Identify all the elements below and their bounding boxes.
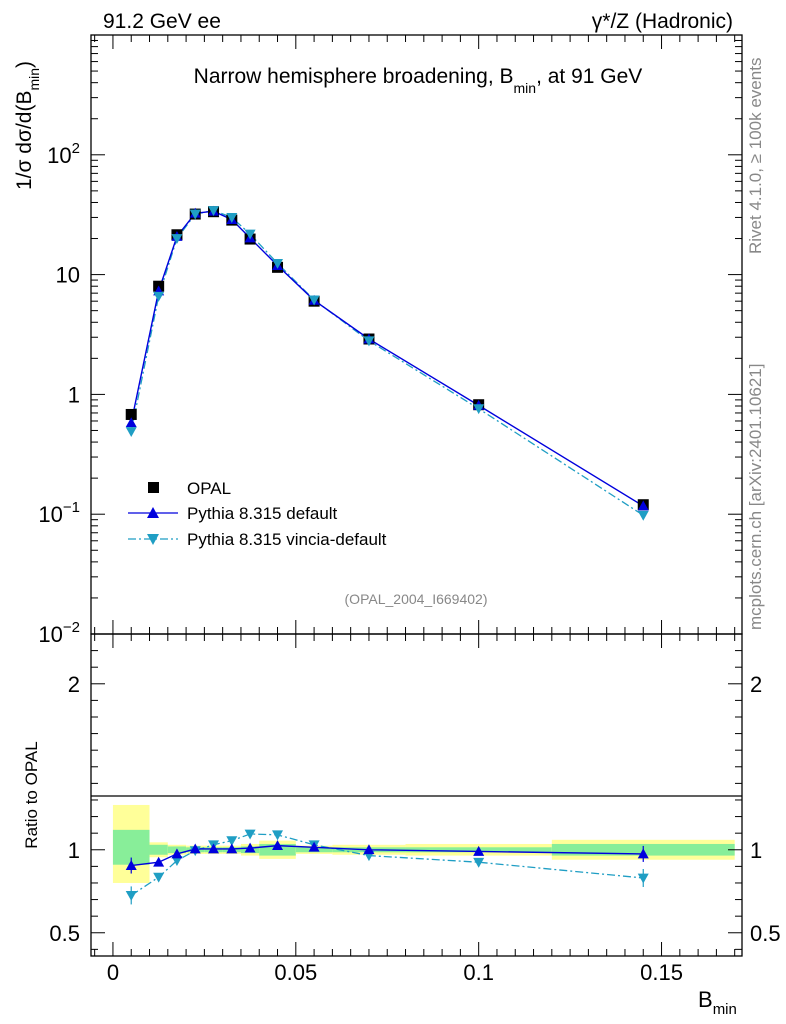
data-point-vincia: [244, 229, 256, 240]
x-tick-label: 0.15: [640, 960, 683, 985]
x-axis-label: Bmin: [698, 987, 737, 1018]
legend-marker-opal: [148, 482, 159, 493]
data-point-vincia: [363, 336, 375, 347]
legend: OPAL Pythia 8.315 default Pythia 8.315 v…: [128, 479, 387, 549]
ratio-series-layer: [125, 829, 649, 905]
legend-label-opal: OPAL: [187, 479, 231, 498]
ratio-point-vincia: [125, 891, 137, 901]
ratio-point-default: [272, 840, 284, 851]
y-axis-label-tail: ): [13, 61, 36, 68]
data-point-vincia: [473, 404, 485, 415]
data-point-vincia: [226, 213, 238, 223]
plot-title-tail: , at 91 GeV: [536, 65, 642, 88]
main-axis-ticks: 10−2 10−1 1 10 102: [38, 35, 742, 647]
plot-title-sub: min: [514, 80, 537, 96]
ratio-point-vincia: [153, 872, 165, 883]
data-point-vincia: [272, 259, 284, 269]
plot-title-main: Narrow hemisphere broadening, B: [194, 65, 514, 88]
ratio-point-vincia: [244, 829, 256, 840]
data-point-vincia: [208, 206, 220, 216]
ratio-y-tick-label-right: 2: [750, 672, 762, 697]
plot-title: Narrow hemisphere broadening, Bmin, at 9…: [194, 65, 643, 96]
ratio-y-label: Ratio to OPAL: [22, 741, 41, 848]
ratio-y-tick-label-left: 1: [68, 838, 80, 863]
ratio-point-default: [308, 841, 320, 852]
legend-marker-vincia: [147, 534, 159, 545]
header-left: 91.2 GeV ee: [103, 10, 221, 33]
ratio-point-default: [473, 845, 485, 856]
ratio-frame: [90, 633, 743, 957]
series-line-default: [130, 210, 644, 507]
y-axis-label: 1/σ dσ/d(Bmin): [13, 61, 42, 190]
x-tick-label: 0: [107, 960, 119, 985]
x-axis-label-main: B: [698, 987, 713, 1012]
analysis-id: (OPAL_2004_I669402): [345, 591, 488, 607]
main-series-layer: [125, 205, 649, 521]
ratio-y-tick-label-right: 0.5: [750, 921, 781, 946]
ratio-point-vincia: [637, 873, 649, 884]
ratio-y-tick-label-left: 2: [68, 672, 80, 697]
ratio-uncertainty-bands: [112, 804, 735, 883]
header-right: γ*/Z (Hadronic): [592, 10, 733, 33]
data-point-vincia: [308, 295, 320, 306]
ratio-point-vincia: [473, 857, 485, 868]
ratio-point-default: [637, 848, 649, 859]
ratio-y-tick-label-right: 1: [750, 838, 762, 863]
ratio-point-default: [208, 843, 220, 854]
data-point-opal: [125, 408, 137, 420]
ratio-point-default: [189, 843, 201, 854]
y-tick-label: 10: [56, 263, 80, 288]
legend-marker-default: [147, 507, 159, 518]
ratio-point-default: [226, 843, 238, 854]
data-point-vincia: [637, 510, 649, 521]
series-line-vincia: [130, 209, 644, 516]
mcplots-label: mcplots.cern.ch [arXiv:2401.10621]: [746, 364, 765, 630]
ratio-point-vincia: [226, 836, 238, 847]
data-point-vincia: [125, 427, 137, 438]
rivet-version-label: Rivet 4.1.0, ≥ 100k events: [746, 58, 765, 254]
band-green: [149, 844, 168, 855]
y-axis-label-sub: min: [26, 68, 42, 91]
data-point-vincia: [171, 234, 183, 245]
ratio-y-tick-label-left: 0.5: [49, 921, 80, 946]
data-point-vincia: [153, 291, 165, 302]
x-axis-label-sub: min: [713, 1001, 737, 1018]
x-tick-label: 0.05: [274, 960, 317, 985]
ratio-point-default: [363, 844, 375, 855]
ratio-axis-ticks: 0.5 0.5 1 1 2 2 0 0.05 0.1 0.15: [49, 634, 781, 985]
ratio-point-default: [153, 856, 165, 867]
legend-label-default: Pythia 8.315 default: [187, 504, 338, 523]
y-axis-label-main: 1/σ dσ/d(B: [13, 91, 36, 190]
ratio-point-default: [171, 848, 183, 859]
legend-label-vincia: Pythia 8.315 vincia-default: [187, 530, 387, 549]
data-point-default: [637, 500, 649, 511]
y-tick-label: 10−1: [38, 499, 80, 527]
data-point-default: [125, 417, 137, 428]
ratio-line-vincia: [130, 833, 644, 896]
data-point-vincia: [189, 209, 201, 220]
ratio-point-vincia: [272, 830, 284, 841]
ratio-point-default: [125, 860, 137, 870]
ratio-point-default: [244, 842, 256, 853]
y-tick-label: 10−2: [38, 619, 80, 647]
y-tick-label: 102: [47, 140, 80, 168]
y-tick-label: 1: [68, 382, 80, 407]
ratio-point-vincia: [171, 856, 183, 867]
x-tick-label: 0.1: [463, 960, 494, 985]
